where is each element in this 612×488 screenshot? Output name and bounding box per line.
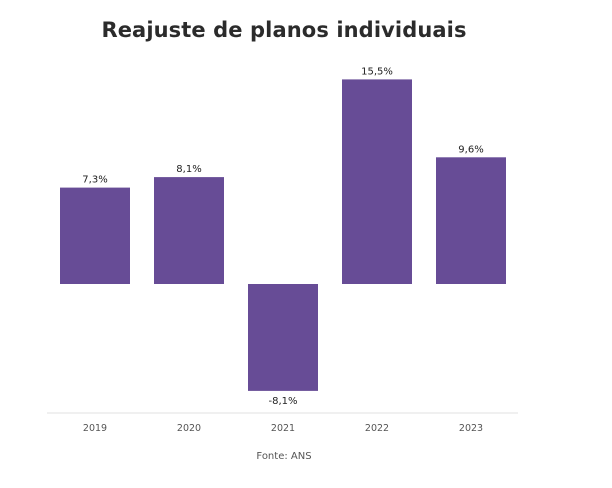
chart-title: Reajuste de planos individuais xyxy=(101,18,467,42)
bar-2022 xyxy=(342,79,412,285)
data-label-2019: 7,3% xyxy=(82,175,107,186)
x-tick-labels-group: 2019 2020 2021 2022 2023 xyxy=(83,423,483,434)
data-label-2023: 9,6% xyxy=(458,144,483,155)
data-labels-group: 7,3% 8,1% -8,1% 15,5% 9,6% xyxy=(82,66,483,407)
data-label-2020: 8,1% xyxy=(176,164,201,175)
data-label-2022: 15,5% xyxy=(361,66,393,77)
data-label-2021: -8,1% xyxy=(268,396,297,407)
x-tick-label-2023: 2023 xyxy=(459,423,483,434)
x-tick-label-2022: 2022 xyxy=(365,423,389,434)
x-tick-label-2020: 2020 xyxy=(177,423,201,434)
bar-2019 xyxy=(60,187,130,284)
source-note: Fonte: ANS xyxy=(256,451,312,462)
bar-2020 xyxy=(154,177,224,284)
x-tick-label-2019: 2019 xyxy=(83,423,107,434)
bars-group xyxy=(60,79,506,391)
x-tick-label-2021: 2021 xyxy=(271,423,295,434)
bar-2023 xyxy=(436,157,506,284)
bar-2021 xyxy=(248,284,318,391)
